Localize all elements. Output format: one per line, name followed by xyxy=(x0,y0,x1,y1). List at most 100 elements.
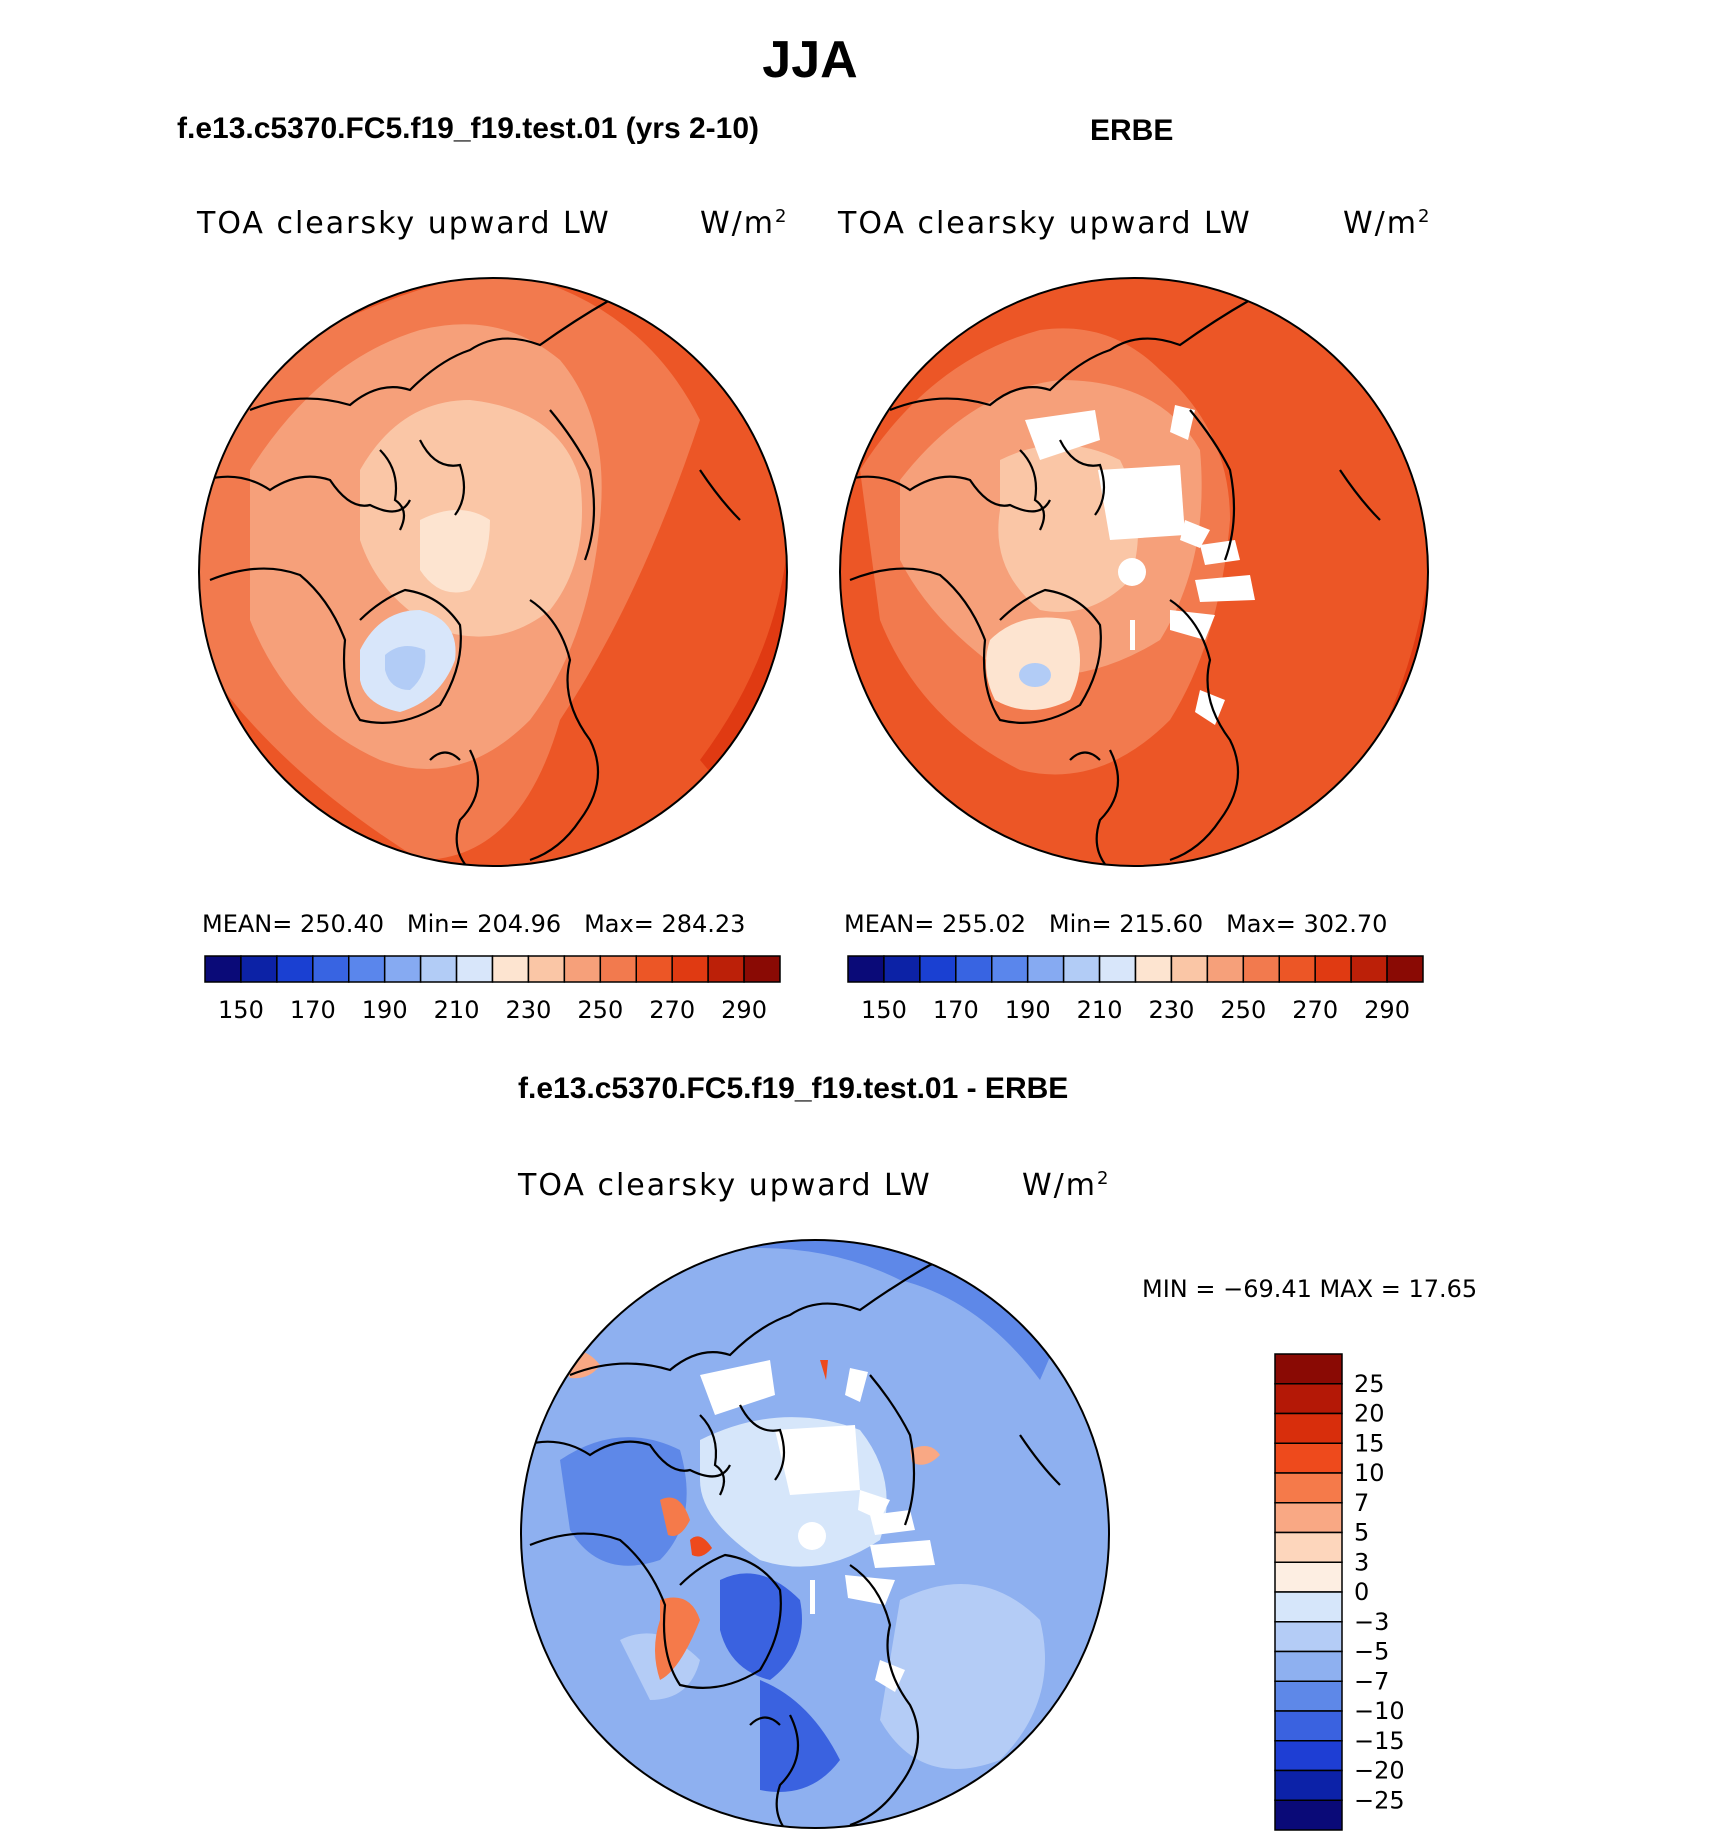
model-map-border xyxy=(198,277,788,867)
obs-stats: MEAN= 255.02 Min= 215.60 Max= 302.70 xyxy=(844,910,1387,938)
obs-colorbar-tick-label: 290 xyxy=(1364,996,1410,1024)
obs-colorbar-tick-label: 250 xyxy=(1220,996,1266,1024)
diff-colorbar-tick-label: 20 xyxy=(1354,1400,1385,1428)
diff-colorbar-swatch xyxy=(1274,1769,1343,1801)
obs-colorbar-swatch xyxy=(1026,955,1065,983)
diff-colorbar-swatch xyxy=(1274,1650,1343,1682)
obs-units-label: W/m2 xyxy=(1343,206,1431,241)
diff-colorbar-swatch xyxy=(1274,1442,1343,1474)
obs-variable-label: TOA clearsky upward LW xyxy=(838,206,1252,241)
obs-colorbar-tick-label: 150 xyxy=(861,996,907,1024)
obs-colorbar-swatch xyxy=(1206,955,1245,983)
model-colorbar-tick-label: 170 xyxy=(290,996,336,1024)
obs-colorbar-swatch xyxy=(847,955,885,983)
model-colorbar-swatch xyxy=(348,955,386,983)
diff-colorbar-tick-label: −10 xyxy=(1354,1697,1405,1725)
model-variable-label: TOA clearsky upward LW xyxy=(197,206,611,241)
diff-colorbar-tick-label: −25 xyxy=(1354,1786,1405,1814)
model-colorbar-swatch xyxy=(563,955,602,983)
diff-colorbar-swatch xyxy=(1274,1799,1343,1831)
obs-colorbar-tick-label: 210 xyxy=(1077,996,1123,1024)
diff-colorbar-swatch xyxy=(1274,1502,1343,1534)
model-units-label: W/m2 xyxy=(700,206,788,241)
model-colorbar-swatch xyxy=(491,955,530,983)
obs-colorbar: 150 170 190 210 230 250 270 290 xyxy=(847,955,1424,1024)
obs-colorbar-swatch xyxy=(991,955,1029,983)
model-colorbar-swatch xyxy=(743,955,781,983)
obs-colorbar-swatch xyxy=(919,955,957,983)
model-mean-value: 250.40 xyxy=(300,910,384,938)
obs-colorbar-swatch xyxy=(955,955,993,983)
figure-title: JJA xyxy=(762,31,858,89)
model-colorbar-swatch xyxy=(527,955,566,983)
obs-mean-label: MEAN= xyxy=(844,910,935,938)
diff-colorbar-swatch xyxy=(1274,1710,1343,1742)
diff-colorbar-tick-label: −5 xyxy=(1354,1638,1389,1666)
model-colorbar-swatch xyxy=(240,955,278,983)
model-colorbar-swatch xyxy=(383,955,422,983)
model-colorbar-swatch xyxy=(419,955,458,983)
obs-max-value: 302.70 xyxy=(1303,910,1388,938)
model-max-value: 284.23 xyxy=(661,910,746,938)
diff-units-text: W/m xyxy=(1022,1168,1097,1203)
diff-colorbar-swatch xyxy=(1274,1531,1343,1563)
model-colorbar-swatch xyxy=(276,955,314,983)
model-colorbar-swatch xyxy=(455,955,494,983)
model-max-label: Max= xyxy=(584,910,654,938)
diff-colorbar-swatch xyxy=(1274,1591,1343,1623)
model-colorbar-tick-label: 270 xyxy=(649,996,695,1024)
obs-colorbar-tick-label: 170 xyxy=(933,996,979,1024)
obs-map xyxy=(840,278,1428,866)
diff-panel-title: f.e13.c5370.FC5.f19_f19.test.01 - ERBE xyxy=(518,1072,1069,1105)
obs-colorbar-tick-label: 270 xyxy=(1292,996,1338,1024)
obs-colorbar-tick-label: 230 xyxy=(1149,996,1195,1024)
model-units-exponent: 2 xyxy=(775,206,789,227)
diff-colorbar-tick-label: 15 xyxy=(1354,1429,1385,1457)
model-colorbar-tick-label: 290 xyxy=(721,996,767,1024)
diff-colorbar-swatch xyxy=(1274,1561,1343,1593)
model-colorbar-tick-label: 210 xyxy=(434,996,480,1024)
obs-colorbar-swatch xyxy=(1386,955,1424,983)
diff-colorbar-tick-label: 0 xyxy=(1354,1578,1369,1606)
obs-units-text: W/m xyxy=(1343,206,1418,241)
diff-colorbar-tick-label: 7 xyxy=(1354,1489,1369,1517)
diff-colorbar-swatch xyxy=(1274,1740,1343,1772)
diff-colorbar-swatch xyxy=(1274,1383,1343,1415)
model-colorbar-swatch xyxy=(204,955,242,983)
obs-mean-value: 255.02 xyxy=(942,910,1026,938)
model-colorbar-swatch xyxy=(312,955,350,983)
diff-colorbar-tick-label: 25 xyxy=(1354,1370,1385,1398)
model-min-value: 204.96 xyxy=(477,910,562,938)
model-colorbar-tick-label: 230 xyxy=(506,996,552,1024)
obs-colorbar-swatch xyxy=(1170,955,1209,983)
model-mean-label: MEAN= xyxy=(202,910,293,938)
diff-colorbar-tick-label: −20 xyxy=(1354,1757,1405,1785)
obs-colorbar-swatch xyxy=(1350,955,1388,983)
model-colorbar-swatch xyxy=(671,955,709,983)
obs-min-value: 215.60 xyxy=(1119,910,1204,938)
diff-variable-label: TOA clearsky upward LW xyxy=(518,1168,932,1203)
model-colorbar: 150 170 190 210 230 250 270 290 xyxy=(204,955,781,1024)
model-units-text: W/m xyxy=(700,206,775,241)
obs-colorbar-swatch xyxy=(1062,955,1101,983)
model-colorbar-tick-label: 150 xyxy=(218,996,264,1024)
diff-map-border xyxy=(520,1239,1110,1829)
diff-colorbar-tick-label: −7 xyxy=(1354,1667,1389,1695)
model-panel-title: f.e13.c5370.FC5.f19_f19.test.01 (yrs 2-1… xyxy=(177,112,760,145)
model-colorbar-swatch xyxy=(635,955,673,983)
diff-colorbar-tick-label: 5 xyxy=(1354,1519,1369,1547)
diff-colorbar-tick-label: −15 xyxy=(1354,1727,1405,1755)
model-min-label: Min= xyxy=(406,910,470,938)
diff-minmax: MIN = −69.41 MAX = 17.65 xyxy=(1142,1275,1478,1303)
obs-colorbar-swatch xyxy=(1278,955,1316,983)
obs-colorbar-swatch xyxy=(1242,955,1280,983)
obs-units-exponent: 2 xyxy=(1418,206,1432,227)
obs-colorbar-swatch xyxy=(1098,955,1137,983)
obs-colorbar-tick-label: 190 xyxy=(1005,996,1051,1024)
diff-map xyxy=(521,1240,1109,1828)
obs-map-border xyxy=(839,277,1429,867)
obs-colorbar-swatch xyxy=(1134,955,1173,983)
model-colorbar-tick-label: 190 xyxy=(362,996,408,1024)
